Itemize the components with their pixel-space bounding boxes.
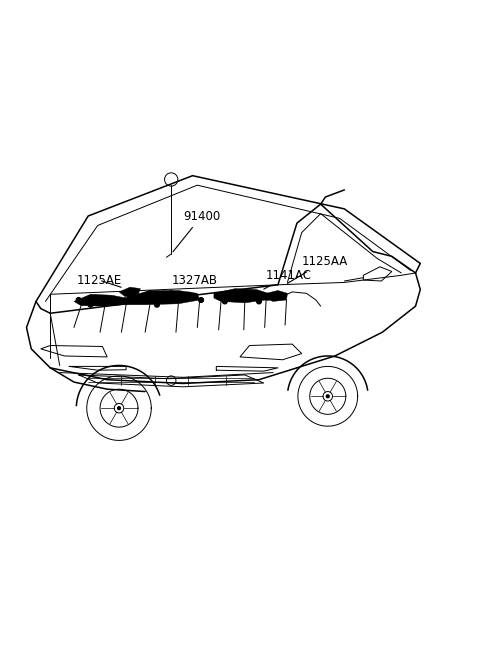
Circle shape	[265, 295, 270, 300]
Circle shape	[147, 291, 152, 295]
Polygon shape	[124, 291, 200, 305]
Polygon shape	[214, 289, 268, 303]
Text: 1327AB: 1327AB	[171, 274, 217, 294]
Circle shape	[222, 299, 227, 304]
Circle shape	[235, 291, 240, 295]
Circle shape	[169, 291, 174, 295]
Text: 1125AE: 1125AE	[76, 274, 121, 288]
Circle shape	[252, 292, 257, 297]
Circle shape	[188, 293, 192, 297]
Circle shape	[155, 303, 159, 307]
Circle shape	[118, 407, 120, 409]
Circle shape	[199, 297, 204, 303]
Polygon shape	[74, 294, 126, 306]
Polygon shape	[266, 291, 288, 301]
Circle shape	[216, 293, 221, 297]
Circle shape	[76, 297, 81, 303]
Circle shape	[88, 303, 93, 307]
Circle shape	[109, 297, 114, 301]
Polygon shape	[119, 287, 140, 297]
Text: 91400: 91400	[173, 210, 220, 252]
Text: 1141AC: 1141AC	[264, 269, 312, 289]
Circle shape	[326, 395, 329, 398]
Text: 1125AA: 1125AA	[288, 255, 348, 284]
Circle shape	[128, 293, 132, 297]
Circle shape	[93, 295, 97, 300]
Circle shape	[257, 299, 261, 304]
